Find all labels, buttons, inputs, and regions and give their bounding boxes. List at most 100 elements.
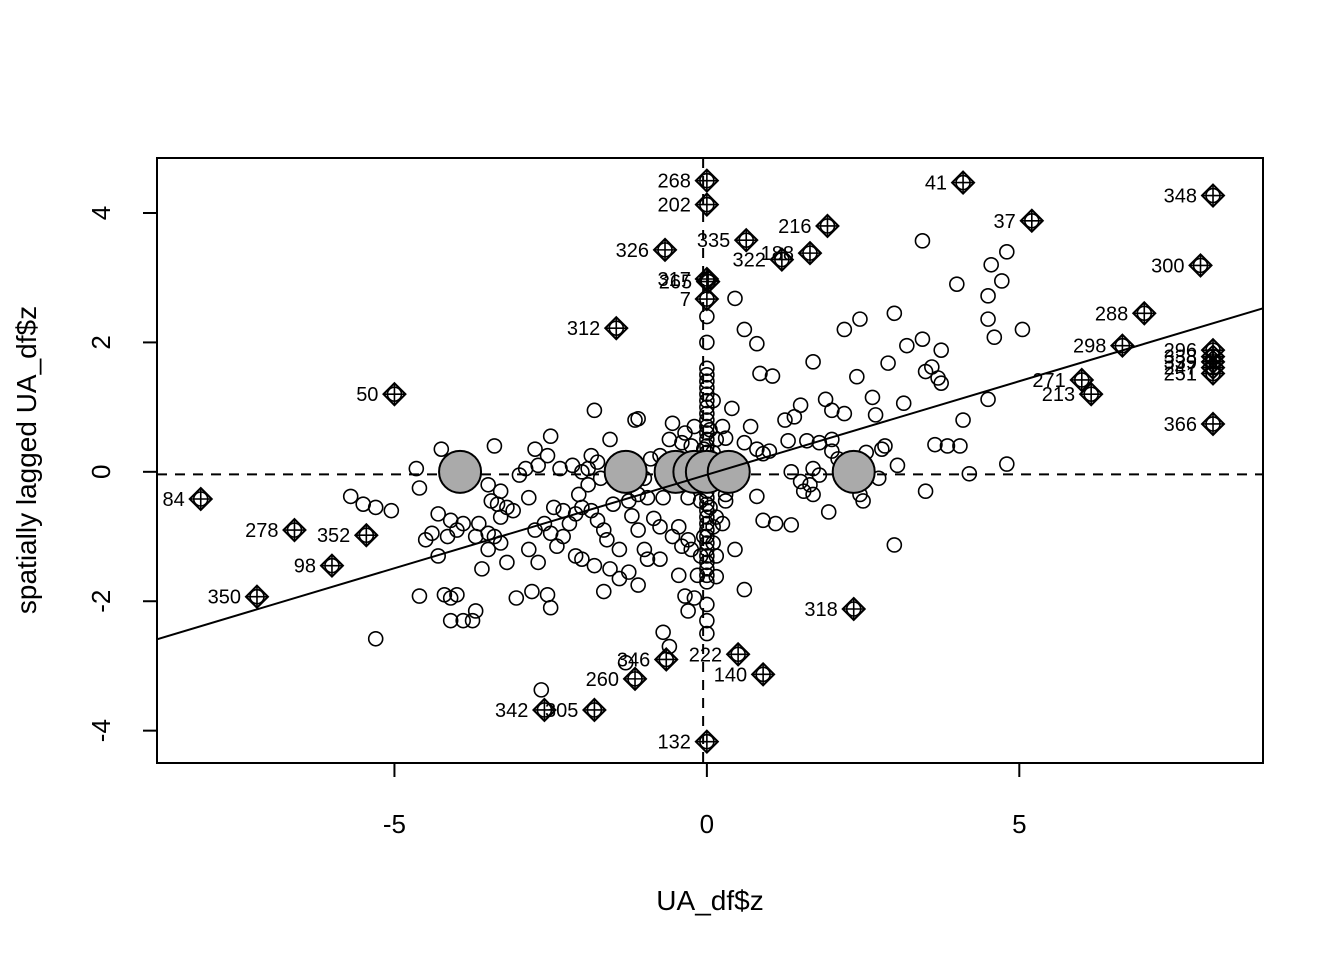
data-point xyxy=(983,256,999,273)
influence-point-circle xyxy=(699,291,715,307)
data-points xyxy=(342,233,1031,698)
influence-label: 326 xyxy=(616,240,649,262)
influence-point-circle xyxy=(386,386,403,402)
data-point xyxy=(702,421,718,438)
influence-label: 348 xyxy=(1164,186,1197,208)
data-point xyxy=(792,473,809,490)
data-point xyxy=(417,531,434,548)
data-point xyxy=(999,244,1015,260)
data-point xyxy=(636,541,653,558)
influential-point: 41 xyxy=(925,170,976,196)
data-point xyxy=(705,535,721,551)
data-point xyxy=(677,425,693,441)
large-point xyxy=(706,449,751,494)
data-point xyxy=(714,515,731,532)
data-point xyxy=(471,515,487,532)
data-point xyxy=(586,402,603,419)
influence-label: 260 xyxy=(586,669,619,691)
data-point xyxy=(408,460,425,477)
data-point xyxy=(699,399,715,415)
data-point xyxy=(433,441,450,457)
data-point xyxy=(602,561,618,577)
data-point xyxy=(699,366,715,383)
influence-label: 251 xyxy=(1164,363,1197,385)
data-point xyxy=(630,577,646,593)
data-point xyxy=(899,337,915,354)
influence-label: 37 xyxy=(994,211,1016,233)
influence-label: 84 xyxy=(162,489,184,511)
influence-point-circle xyxy=(249,588,265,605)
data-point xyxy=(542,599,559,616)
influential-point: 251 xyxy=(1164,361,1226,386)
data-point xyxy=(783,517,800,533)
data-point xyxy=(895,395,912,412)
data-point xyxy=(680,603,696,619)
influence-label: 335 xyxy=(697,230,730,252)
data-point xyxy=(580,476,596,493)
influence-label: 350 xyxy=(208,587,241,609)
influential-point: 318 xyxy=(804,596,867,622)
influence-label: 140 xyxy=(714,664,747,686)
influence-label: 317 xyxy=(658,269,691,291)
data-point xyxy=(533,682,550,698)
influential-point: 7 xyxy=(680,286,720,312)
data-point xyxy=(530,554,546,571)
data-point xyxy=(980,391,996,408)
data-point xyxy=(383,502,400,519)
data-point xyxy=(474,561,490,577)
data-point xyxy=(749,488,765,505)
influence-point-circle xyxy=(699,733,715,750)
data-point xyxy=(742,418,759,435)
influential-point: 298 xyxy=(1073,333,1135,359)
data-point xyxy=(439,528,456,545)
x-tick-label: 5 xyxy=(1012,809,1026,839)
large-point xyxy=(438,449,483,494)
data-point xyxy=(652,519,668,535)
data-point xyxy=(595,583,612,600)
data-point xyxy=(880,355,896,371)
data-point xyxy=(520,541,537,558)
influence-point-circle xyxy=(657,242,673,258)
data-point xyxy=(664,415,681,432)
data-point xyxy=(480,541,496,558)
influence-label: 202 xyxy=(658,195,691,217)
data-point xyxy=(717,493,734,509)
data-point xyxy=(699,425,715,441)
data-point xyxy=(699,535,715,551)
data-point xyxy=(524,583,540,600)
data-point xyxy=(736,321,753,338)
data-point xyxy=(367,630,384,647)
large-point xyxy=(603,449,648,494)
data-point xyxy=(855,493,871,509)
influence-label: 216 xyxy=(778,216,811,238)
data-point xyxy=(602,431,618,448)
data-point xyxy=(986,329,1003,346)
data-point xyxy=(724,400,740,417)
data-point xyxy=(699,386,715,402)
data-point xyxy=(455,612,471,629)
influence-label: 339 xyxy=(1164,352,1197,374)
influence-point-circle xyxy=(1205,416,1221,432)
x-tick-label: -5 xyxy=(383,809,406,839)
data-point xyxy=(755,445,771,462)
data-point xyxy=(930,370,946,386)
data-point xyxy=(874,441,890,457)
regression-line xyxy=(156,307,1264,641)
influential-point: 132 xyxy=(658,729,720,755)
data-point xyxy=(670,567,687,584)
influence-label: 222 xyxy=(689,644,722,666)
data-point xyxy=(639,489,656,506)
influential-point: 342 xyxy=(495,697,557,723)
data-point xyxy=(699,554,715,571)
influence-point-circle xyxy=(358,527,375,544)
influence-label: 213 xyxy=(1042,384,1075,406)
influence-point-circle xyxy=(192,491,209,507)
y-tick-label: 4 xyxy=(86,206,116,220)
data-point xyxy=(780,432,796,449)
influential-point: 305 xyxy=(545,697,607,723)
data-point xyxy=(927,436,943,453)
data-point xyxy=(467,603,484,619)
influence-point-circle xyxy=(730,646,746,663)
data-point xyxy=(527,522,543,538)
influence-point-circle xyxy=(819,218,836,234)
